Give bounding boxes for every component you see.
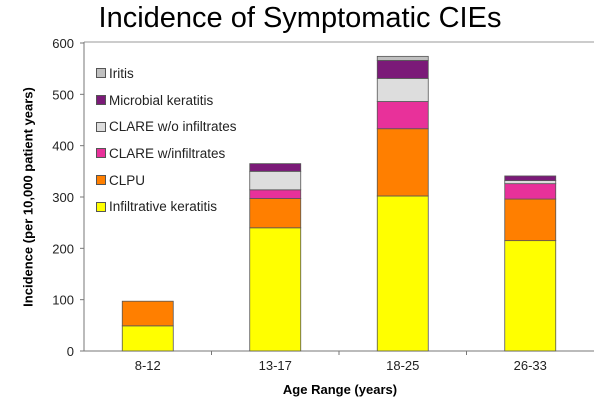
y-tick-label: 600: [52, 36, 74, 51]
legend-swatch: [96, 148, 106, 159]
legend-label: CLPU: [109, 172, 146, 188]
legend-label: CLARE w/o infiltrates: [109, 119, 237, 135]
bar-segment-clpu: [121, 300, 174, 327]
bar-segment-clare-w-infiltrates: [504, 183, 557, 200]
bar-segment-infiltrative-keratitis: [121, 325, 174, 352]
legend-label: CLARE w/infiltrates: [109, 145, 226, 161]
legend-item: Microbial keratitis: [96, 87, 237, 114]
bar-segment-clpu: [504, 198, 557, 242]
legend-item: CLARE w/infiltrates: [96, 140, 237, 167]
legend-swatch: [96, 121, 106, 132]
legend-swatch: [96, 175, 106, 186]
y-tick-label: 300: [52, 190, 74, 205]
y-tick-label: 0: [67, 344, 74, 359]
legend-swatch: [96, 68, 106, 79]
bar-segment-microbial-keratitis: [376, 60, 429, 79]
bar-segment-infiltrative-keratitis: [504, 240, 557, 352]
legend-item: Iritis: [96, 60, 237, 87]
x-tick-label: 18-25: [386, 358, 419, 373]
legend-item: CLARE w/o infiltrates: [96, 113, 237, 140]
legend-swatch: [96, 95, 106, 106]
y-tick-label: 400: [52, 139, 74, 154]
bar-segment-clpu: [249, 198, 302, 229]
x-tick-label: 8-12: [135, 358, 161, 373]
legend: Iritis Microbial keratitis CLARE w/o infil…: [96, 60, 237, 220]
bar-segment-clare-w-infiltrates: [376, 101, 429, 130]
bar-segment-iritis: [376, 55, 429, 61]
bar-segment-clare-w-infiltrates: [249, 189, 302, 199]
y-tick-label: 200: [52, 241, 74, 256]
bar-segment-clare-w-o-infiltrates: [504, 180, 557, 185]
x-tick-label: 26-33: [514, 358, 547, 373]
legend-item: Infiltrative keratitis: [96, 193, 237, 220]
legend-swatch: [96, 201, 106, 212]
bar-segment-microbial-keratitis: [249, 163, 302, 172]
bar-segment-clare-w-o-infiltrates: [249, 170, 302, 191]
x-axis-label: Age Range (years): [282, 382, 398, 397]
x-tick-label: 13-17: [259, 358, 292, 373]
legend-label: Iritis: [109, 65, 134, 81]
bar-segment-clpu: [376, 128, 429, 197]
legend-label: Microbial keratitis: [109, 92, 214, 108]
y-tick-label: 100: [52, 293, 74, 308]
bar-segment-clare-w-o-infiltrates: [376, 78, 429, 102]
legend-label: Infiltrative keratitis: [109, 199, 218, 215]
bar-segment-microbial-keratitis: [504, 175, 557, 181]
bar-segment-infiltrative-keratitis: [249, 227, 302, 352]
bar-segment-infiltrative-keratitis: [376, 195, 429, 352]
y-tick-label: 500: [52, 87, 74, 102]
chart-title: Incidence of Symptomatic CIEs: [98, 2, 502, 34]
legend-item: CLPU: [96, 167, 237, 194]
